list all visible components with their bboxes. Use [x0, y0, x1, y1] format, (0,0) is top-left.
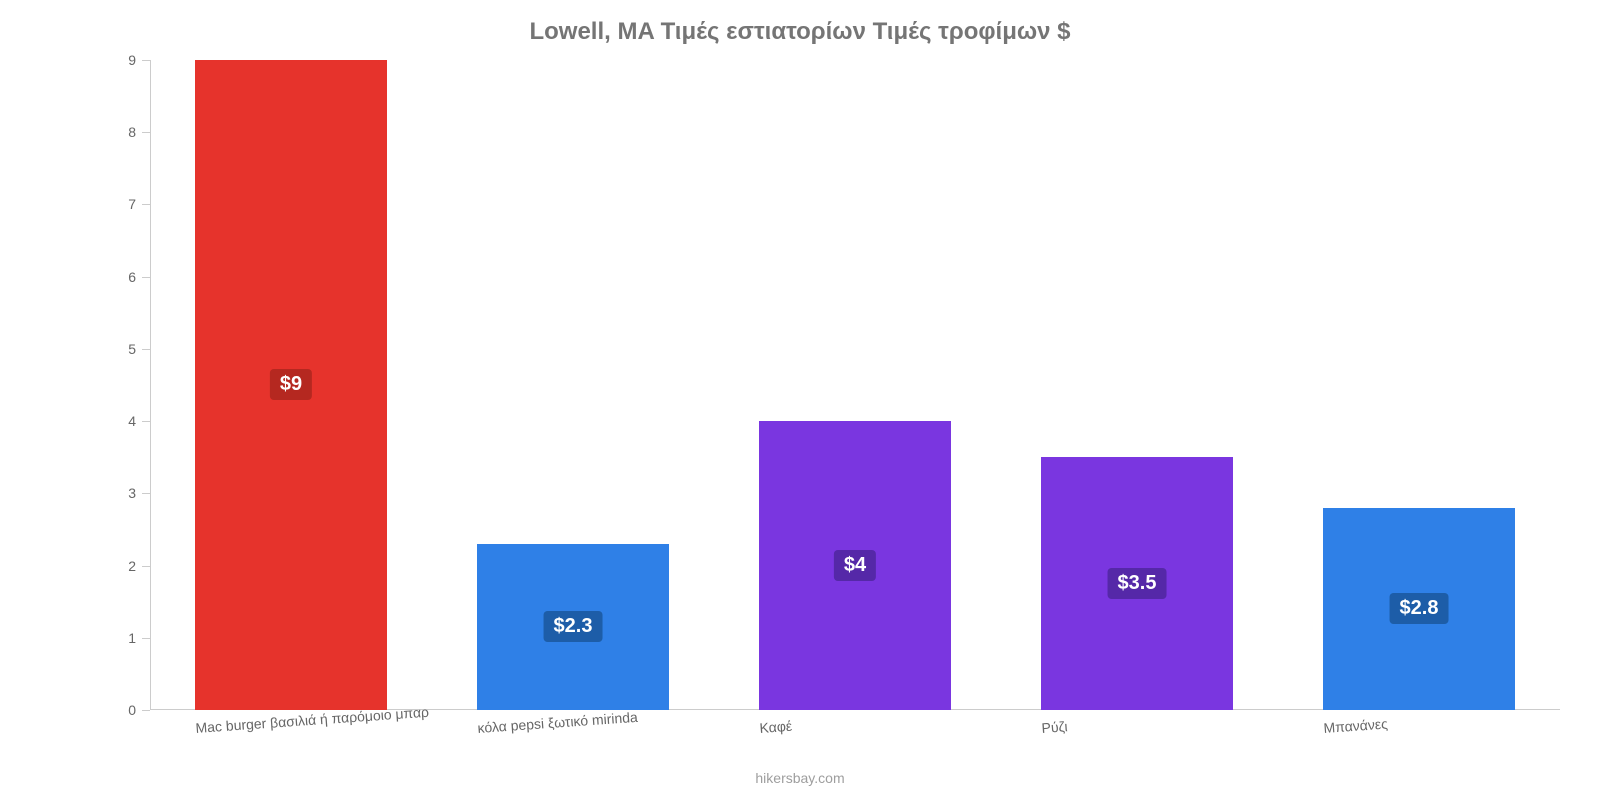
x-category-label: Μπανάνες: [1323, 716, 1388, 736]
x-category-label: Καφέ: [759, 718, 793, 736]
value-badge: $4: [834, 550, 876, 581]
x-category-label: κόλα pepsi ξωτικό mirinda: [477, 709, 638, 736]
value-badge: $2.8: [1390, 593, 1449, 624]
bar: $9: [195, 60, 387, 710]
bar: $2.3: [477, 544, 669, 710]
y-tick-label: 5: [128, 341, 150, 357]
bar: $2.8: [1323, 508, 1515, 710]
chart-title: Lowell, MA Τιμές εστιατορίων Τιμές τροφί…: [0, 18, 1600, 46]
y-tick-label: 7: [128, 196, 150, 212]
bar: $4: [759, 421, 951, 710]
y-tick-label: 2: [128, 558, 150, 574]
source-label: hikersbay.com: [0, 770, 1600, 786]
y-axis-line: [150, 60, 151, 710]
bar: $3.5: [1041, 457, 1233, 710]
y-tick-label: 9: [128, 52, 150, 68]
value-badge: $2.3: [544, 611, 603, 642]
y-tick-label: 0: [128, 702, 150, 718]
y-tick-label: 8: [128, 124, 150, 140]
value-badge: $9: [270, 369, 312, 400]
y-tick-label: 3: [128, 485, 150, 501]
y-tick-label: 1: [128, 630, 150, 646]
y-tick-label: 6: [128, 269, 150, 285]
plot-area: 0123456789$9Mac burger βασιλιά ή παρόμοι…: [150, 60, 1560, 710]
price-bar-chart: Lowell, MA Τιμές εστιατορίων Τιμές τροφί…: [0, 0, 1600, 800]
y-tick-label: 4: [128, 413, 150, 429]
x-category-label: Ρύζι: [1041, 718, 1068, 736]
value-badge: $3.5: [1108, 568, 1167, 599]
